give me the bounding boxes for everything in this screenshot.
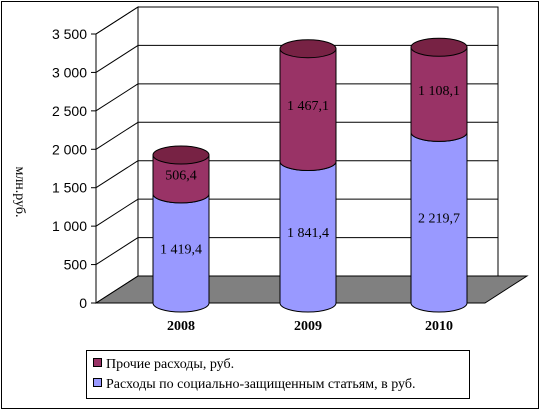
bar-cap (410, 37, 468, 57)
data-label: 506,4 (165, 168, 197, 183)
bar-segment (152, 193, 210, 313)
legend-item-social-expenses: Расходы по социально-защищенным статьям,… (93, 377, 415, 393)
gridline-side (95, 45, 139, 73)
y-tick-label: 2 500 (52, 103, 87, 119)
bar-cap (279, 39, 337, 59)
gridline-side (95, 237, 139, 265)
bar-segment (152, 154, 210, 204)
legend: Прочие расходы, руб. Расходы по социальн… (86, 350, 470, 399)
data-label: 1 108,1 (418, 84, 460, 99)
x-tick-label: 2009 (294, 319, 322, 334)
gridline-side (95, 198, 139, 227)
gridline-side (95, 83, 139, 112)
gridline-side (95, 6, 139, 35)
x-tick-label: 2010 (425, 319, 453, 334)
bar-segment (279, 48, 337, 171)
y-axis-label: млн.руб. (12, 166, 27, 217)
gridline-side (95, 121, 139, 150)
y-tick-label: 3 500 (52, 26, 87, 42)
bar-cap (152, 145, 210, 165)
bar-segment (410, 46, 468, 142)
data-label: 1 467,1 (287, 99, 329, 114)
data-label: 1 841,4 (287, 226, 329, 241)
side-wall (95, 6, 139, 304)
legend-item-other-expenses: Прочие расходы, руб. (93, 357, 234, 373)
gridline-side (95, 160, 139, 189)
y-tick-label: 0 (79, 295, 87, 311)
y-tick-label: 1 500 (52, 180, 87, 196)
data-label: 1 419,4 (160, 242, 202, 257)
y-tick-label: 3 000 (52, 64, 87, 80)
y-tick-label: 500 (64, 257, 88, 273)
x-tick-label: 2008 (167, 319, 195, 334)
bar-segment (410, 131, 468, 313)
legend-label-social-expenses: Расходы по социально-защищенным статьям,… (106, 377, 416, 392)
bar-segment (279, 160, 337, 313)
data-label: 2 219,7 (418, 212, 460, 227)
legend-swatch-other-expenses (93, 358, 102, 367)
legend-swatch-social-expenses (93, 378, 102, 387)
y-tick-label: 2 000 (52, 141, 87, 157)
y-tick-label: 1 000 (52, 218, 87, 234)
legend-label-other-expenses: Прочие расходы, руб. (106, 357, 235, 372)
